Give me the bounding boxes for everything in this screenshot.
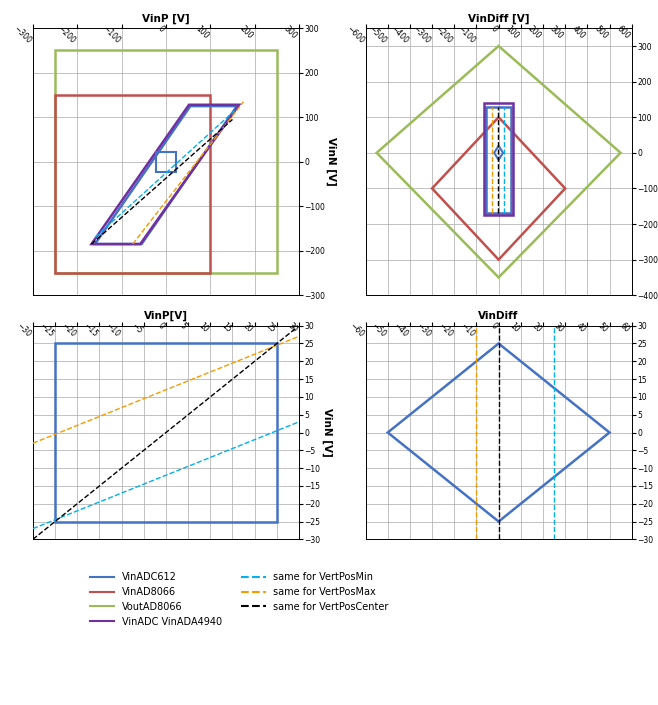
Bar — [486, 106, 511, 214]
Bar — [55, 51, 277, 273]
Y-axis label: VinN [V]: VinN [V] — [326, 137, 337, 186]
X-axis label: VinP[V]: VinP[V] — [144, 311, 188, 321]
Y-axis label: VinCM: VinCM — [655, 414, 658, 451]
X-axis label: VinDiff [V]: VinDiff [V] — [468, 13, 530, 23]
X-axis label: VinDiff: VinDiff — [478, 311, 519, 321]
Bar — [484, 103, 513, 215]
Legend: VinADC612, VinAD8066, VoutAD8066, VinADC VinADA4940, same for VertPosMin, same f: VinADC612, VinAD8066, VoutAD8066, VinADC… — [86, 568, 393, 630]
Y-axis label: VinN [V]: VinN [V] — [322, 408, 332, 457]
Bar — [156, 152, 176, 171]
Bar — [55, 343, 277, 522]
X-axis label: VinP [V]: VinP [V] — [142, 13, 190, 23]
Bar — [55, 95, 211, 273]
